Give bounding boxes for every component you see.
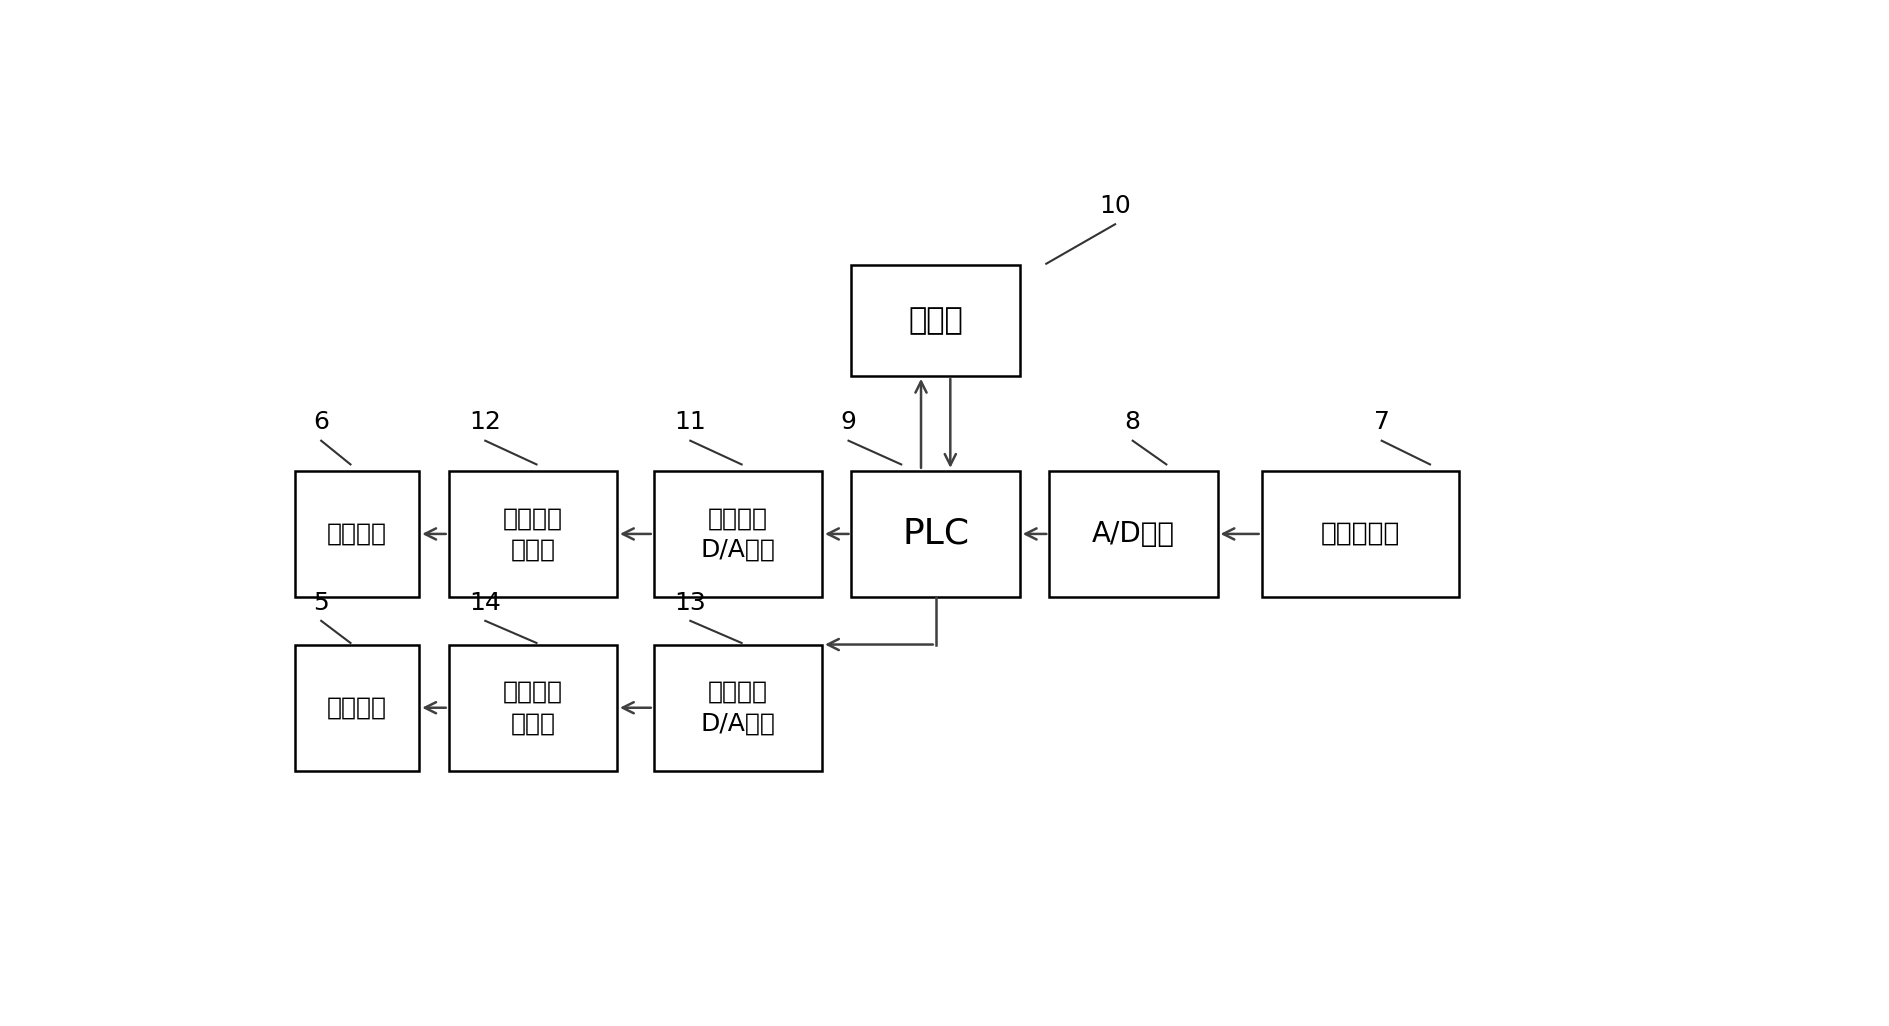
Text: 收线电机
D/A模块: 收线电机 D/A模块 — [701, 680, 774, 736]
Text: 8: 8 — [1124, 409, 1141, 434]
Bar — [654, 644, 822, 771]
Bar — [850, 266, 1020, 376]
Text: 放线电机
变频器: 放线电机 变频器 — [502, 506, 563, 561]
Text: 放线电机
D/A模块: 放线电机 D/A模块 — [701, 506, 774, 561]
Bar — [654, 471, 822, 597]
Text: 收线电机
变频器: 收线电机 变频器 — [502, 680, 563, 736]
Text: 张力传感器: 张力传感器 — [1320, 521, 1400, 547]
Bar — [448, 644, 616, 771]
Text: 13: 13 — [674, 591, 706, 615]
Bar — [1048, 471, 1217, 597]
Text: 收线电机: 收线电机 — [327, 696, 387, 719]
Text: 5: 5 — [314, 591, 329, 615]
Text: A/D模块: A/D模块 — [1092, 520, 1175, 548]
Text: 放线电机: 放线电机 — [327, 522, 387, 546]
Text: 14: 14 — [468, 591, 501, 615]
Bar — [1262, 471, 1458, 597]
Bar — [295, 471, 419, 597]
Text: 11: 11 — [674, 409, 706, 434]
Text: 12: 12 — [468, 409, 501, 434]
Bar — [448, 471, 616, 597]
Bar — [295, 644, 419, 771]
Text: PLC: PLC — [901, 517, 969, 551]
Text: 9: 9 — [841, 409, 856, 434]
Text: 6: 6 — [314, 409, 329, 434]
Text: 10: 10 — [1099, 194, 1130, 218]
Text: 上位机: 上位机 — [909, 306, 963, 336]
Text: 7: 7 — [1373, 409, 1388, 434]
Bar — [850, 471, 1020, 597]
